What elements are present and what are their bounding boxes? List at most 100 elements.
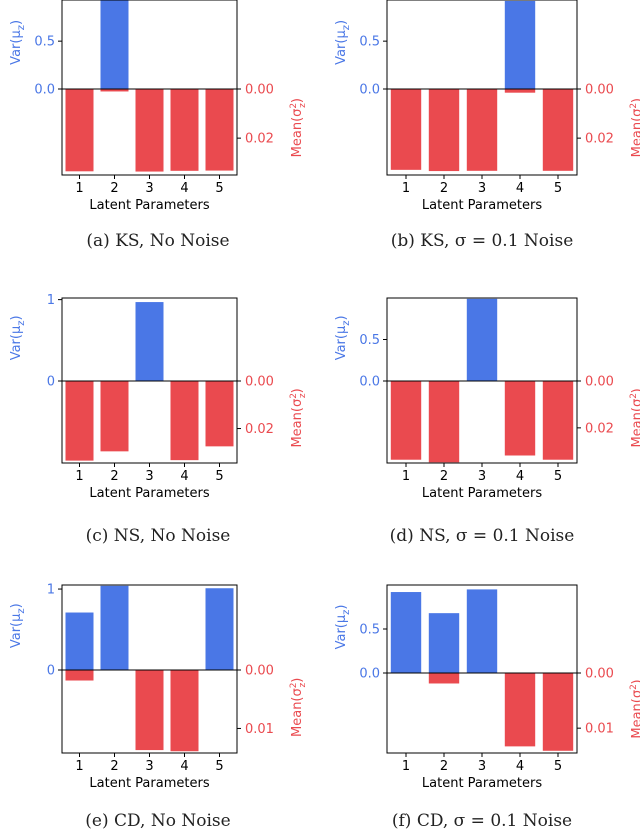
mean-bar-2 [428, 673, 460, 684]
x-tick-label: 5 [554, 469, 562, 484]
var-bar-1 [65, 612, 94, 670]
var-axis-label: Var(μz) [9, 315, 27, 360]
mean-bar-3 [466, 89, 498, 171]
x-tick-label: 2 [440, 181, 448, 196]
mean-bar-3 [135, 89, 164, 172]
plot-frame [61, 584, 238, 754]
x-tick-label: 5 [215, 759, 223, 774]
var-axis-label: Var(μz) [334, 20, 352, 65]
x-tick-label: 1 [402, 469, 410, 484]
var-axis-label: Var(μz) [334, 605, 352, 650]
var-bar-2 [100, 585, 129, 670]
mean-bar-5 [205, 89, 234, 171]
mean-bar-4 [504, 89, 536, 93]
mean-tick-label: 0.02 [585, 132, 614, 147]
var-axis-label: Var(μz) [9, 20, 27, 65]
mean-axis-label: Mean(σ2z) [289, 678, 308, 737]
x-tick-label: 4 [516, 469, 524, 484]
var-bar-4 [504, 0, 536, 90]
var-bar-1 [390, 592, 422, 673]
x-axis-label: Latent Parameters [422, 776, 542, 791]
x-tick-label: 3 [478, 759, 486, 774]
panel-caption: (b) KS, σ = 0.1 Noise [391, 231, 574, 251]
var-bar-3 [466, 589, 498, 673]
mean-bar-1 [390, 381, 422, 460]
x-tick-label: 1 [75, 759, 83, 774]
plot-frame [386, 0, 578, 176]
panel-caption: (c) NS, No Noise [86, 526, 231, 546]
x-tick-label: 4 [180, 759, 188, 774]
mean-bar-5 [205, 381, 234, 447]
var-bar-2 [428, 613, 460, 673]
var-tick-label: 1 [47, 583, 55, 598]
mean-bar-1 [65, 89, 94, 172]
x-tick-label: 2 [110, 759, 118, 774]
mean-axis-label: Mean(σ2z) [629, 388, 640, 447]
chart-panel-4: 1 2 3 4 5 0.0 0.5 0.00 0.02 Var(μz) Mean(σ2z) Laten… [334, 297, 640, 546]
var-tick-label: 0.5 [359, 623, 380, 638]
x-axis-label: Latent Parameters [422, 198, 542, 213]
mean-tick-label: 0.00 [585, 375, 614, 390]
var-axis-label: Var(μz) [334, 315, 352, 360]
x-tick-label: 4 [516, 181, 524, 196]
mean-tick-label: 0.02 [245, 132, 274, 147]
mean-tick-label: 0.01 [245, 722, 274, 737]
x-tick-label: 4 [516, 759, 524, 774]
x-tick-label: 2 [110, 469, 118, 484]
x-tick-label: 3 [145, 759, 153, 774]
x-axis-label: Latent Parameters [422, 486, 542, 501]
var-axis-label: Var(μz) [9, 603, 27, 648]
mean-bar-1 [390, 89, 422, 170]
x-axis-label: Latent Parameters [89, 486, 209, 501]
mean-bar-1 [65, 670, 94, 681]
mean-bar-4 [170, 89, 199, 171]
var-tick-label: 0 [47, 375, 55, 390]
x-tick-label: 2 [110, 181, 118, 196]
mean-tick-label: 0.00 [245, 375, 274, 390]
mean-bar-4 [170, 670, 199, 752]
mean-axis-label: Mean(σ2z) [629, 98, 640, 157]
x-tick-label: 1 [402, 759, 410, 774]
mean-axis-label: Mean(σ2z) [629, 679, 640, 738]
chart-panel-3: 1 2 3 4 5 0 1 0.00 0.02 Var(μz) Mean(σ2z) Latent Pa… [9, 293, 308, 546]
plot-frame [61, 0, 238, 176]
x-tick-label: 5 [215, 181, 223, 196]
var-tick-label: 1 [47, 293, 55, 308]
x-tick-label: 2 [440, 469, 448, 484]
mean-bar-2 [100, 381, 129, 452]
var-tick-label: 0.5 [359, 35, 380, 50]
x-tick-label: 5 [554, 181, 562, 196]
var-bar-3 [135, 302, 164, 381]
panel-caption: (f) CD, σ = 0.1 Noise [392, 811, 572, 831]
panel-caption: (a) KS, No Noise [86, 231, 229, 251]
var-bar-5 [205, 588, 234, 670]
mean-axis-label: Mean(σ2z) [289, 98, 308, 157]
mean-tick-label: 0.00 [245, 664, 274, 679]
var-tick-label: 0.5 [359, 333, 380, 348]
chart-panel-6: 1 2 3 4 5 0.0 0.5 0.00 0.01 Var(μz) Mean(σ2z) Laten… [334, 584, 640, 831]
x-tick-label: 2 [440, 759, 448, 774]
plot-frame [386, 584, 578, 754]
mean-tick-label: 0.00 [245, 83, 274, 98]
x-tick-label: 5 [554, 759, 562, 774]
mean-bar-4 [504, 673, 536, 747]
mean-bar-2 [100, 89, 129, 92]
mean-bar-4 [170, 381, 199, 461]
mean-bar-5 [542, 673, 574, 751]
panel-caption: (d) NS, σ = 0.1 Noise [390, 526, 575, 546]
panel-caption: (e) CD, No Noise [85, 811, 230, 831]
x-tick-label: 3 [145, 181, 153, 196]
mean-tick-label: 0.00 [585, 83, 614, 98]
var-bar-3 [466, 298, 498, 381]
x-axis-label: Latent Parameters [89, 776, 209, 791]
x-tick-label: 3 [145, 469, 153, 484]
x-tick-label: 1 [402, 181, 410, 196]
mean-tick-label: 0.01 [585, 722, 614, 737]
var-tick-label: 0 [47, 664, 55, 679]
mean-axis-label: Mean(σ2z) [289, 388, 308, 447]
mean-bar-1 [65, 381, 94, 461]
var-tick-label: 0.0 [359, 83, 380, 98]
var-tick-label: 0.5 [34, 35, 55, 50]
mean-bar-4 [504, 381, 536, 456]
chart-panel-2: 1 2 3 4 5 0.0 0.5 0.00 0.02 Var(μz) Mean(σ2z) Laten… [334, 0, 640, 251]
